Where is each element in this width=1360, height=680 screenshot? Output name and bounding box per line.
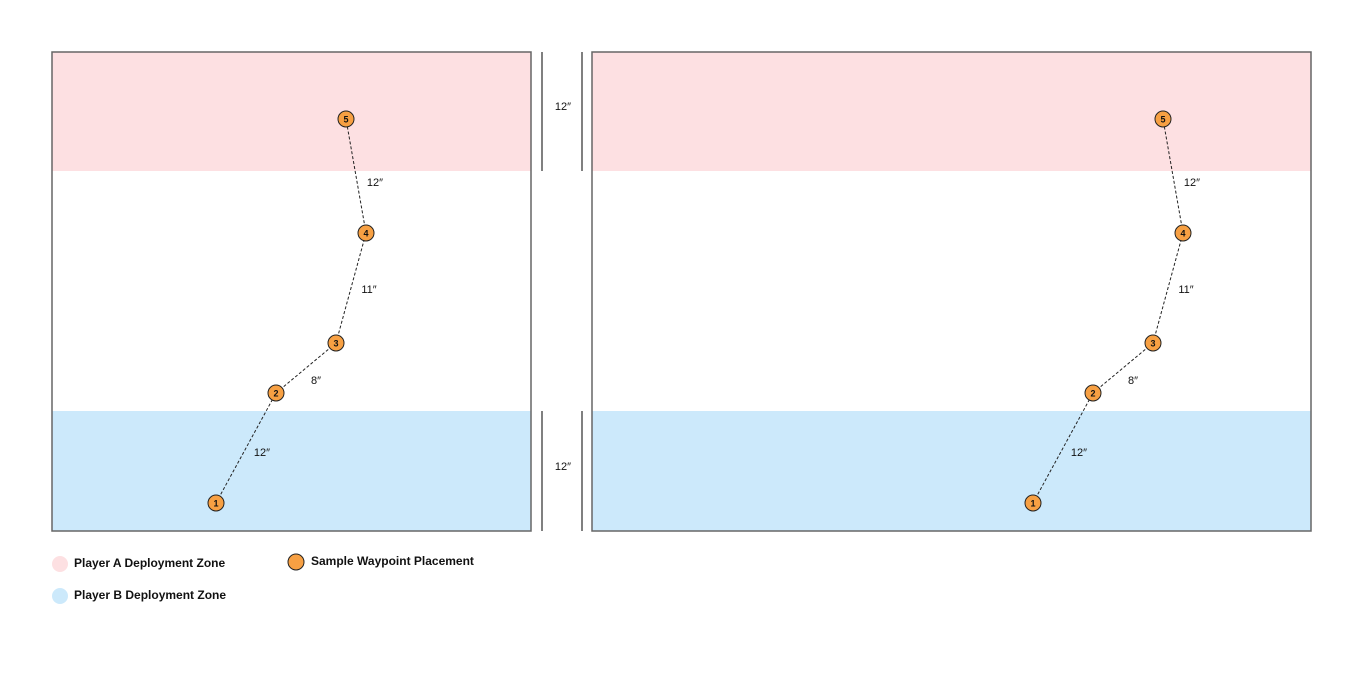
waypoint-label: 5 <box>1160 114 1165 124</box>
dimension-lines <box>541 52 583 531</box>
zone-b <box>592 411 1311 531</box>
waypoint: 3 <box>327 334 345 352</box>
dimension-label: 12″ <box>555 101 571 113</box>
waypoint-marker <box>267 384 285 402</box>
waypoint-marker <box>327 334 345 352</box>
legend-label: Player B Deployment Zone <box>74 588 226 602</box>
zone-a <box>52 52 531 171</box>
board-left <box>51 51 532 532</box>
waypoint-marker <box>357 224 375 242</box>
waypoint: 2 <box>267 384 285 402</box>
path-segment <box>215 392 277 504</box>
distance-label: 12″ <box>254 447 270 459</box>
waypoint-marker <box>1024 494 1042 512</box>
waypoint: 5 <box>1154 110 1172 128</box>
distance-label: 12″ <box>1071 447 1087 459</box>
board-border <box>51 51 532 532</box>
waypoint-label: 5 <box>343 114 348 124</box>
waypoint: 3 <box>1144 334 1162 352</box>
waypoint: 4 <box>1174 224 1192 242</box>
path-segment <box>335 232 367 344</box>
waypoint-marker <box>337 110 355 128</box>
waypoint-marker <box>1084 384 1102 402</box>
waypoint-marker <box>1154 110 1172 128</box>
zone-b <box>52 411 531 531</box>
board-right <box>591 51 1312 532</box>
path-segment <box>1092 342 1154 394</box>
legend-swatch <box>52 588 68 604</box>
waypoint-marker <box>207 494 225 512</box>
waypoint: 1 <box>207 494 225 512</box>
waypoint-label: 3 <box>1150 338 1155 348</box>
path-segment <box>1032 392 1094 504</box>
waypoint: 4 <box>357 224 375 242</box>
path-segment <box>1162 118 1184 234</box>
waypoint-label: 4 <box>363 228 368 238</box>
board-border <box>591 51 1312 532</box>
distance-label: 12″ <box>367 177 383 189</box>
dimension-label: 12″ <box>555 461 571 473</box>
legend-swatch <box>287 553 305 571</box>
distance-label: 11″ <box>1178 284 1193 296</box>
waypoint-path: 12″ 8″ 11″ 12″ 1 2 3 4 5 <box>207 110 383 512</box>
waypoint-marker <box>1144 334 1162 352</box>
waypoint-label: 2 <box>1090 388 1095 398</box>
waypoint: 1 <box>1024 494 1042 512</box>
path-segment <box>1152 232 1184 344</box>
waypoint-label: 1 <box>213 498 218 508</box>
waypoint-label: 3 <box>333 338 338 348</box>
waypoint: 2 <box>1084 384 1102 402</box>
legend-label: Sample Waypoint Placement <box>311 554 474 568</box>
distance-label: 12″ <box>1184 177 1200 189</box>
zone-a <box>592 52 1311 171</box>
waypoint-label: 2 <box>273 388 278 398</box>
waypoint-label: 1 <box>1030 498 1035 508</box>
distance-label: 8″ <box>1128 375 1138 387</box>
waypoint: 5 <box>337 110 355 128</box>
legend-swatch <box>52 556 68 572</box>
legend: Player A Deployment Zone Player B Deploy… <box>52 553 474 604</box>
legend-label: Player A Deployment Zone <box>74 556 225 570</box>
path-segment <box>345 118 367 234</box>
waypoint-marker <box>1174 224 1192 242</box>
distance-label: 11″ <box>361 284 376 296</box>
waypoint-label: 4 <box>1180 228 1185 238</box>
waypoint-path: 12″ 8″ 11″ 12″ 1 2 3 4 5 <box>1024 110 1200 512</box>
distance-label: 8″ <box>311 375 321 387</box>
path-segment <box>275 342 337 394</box>
